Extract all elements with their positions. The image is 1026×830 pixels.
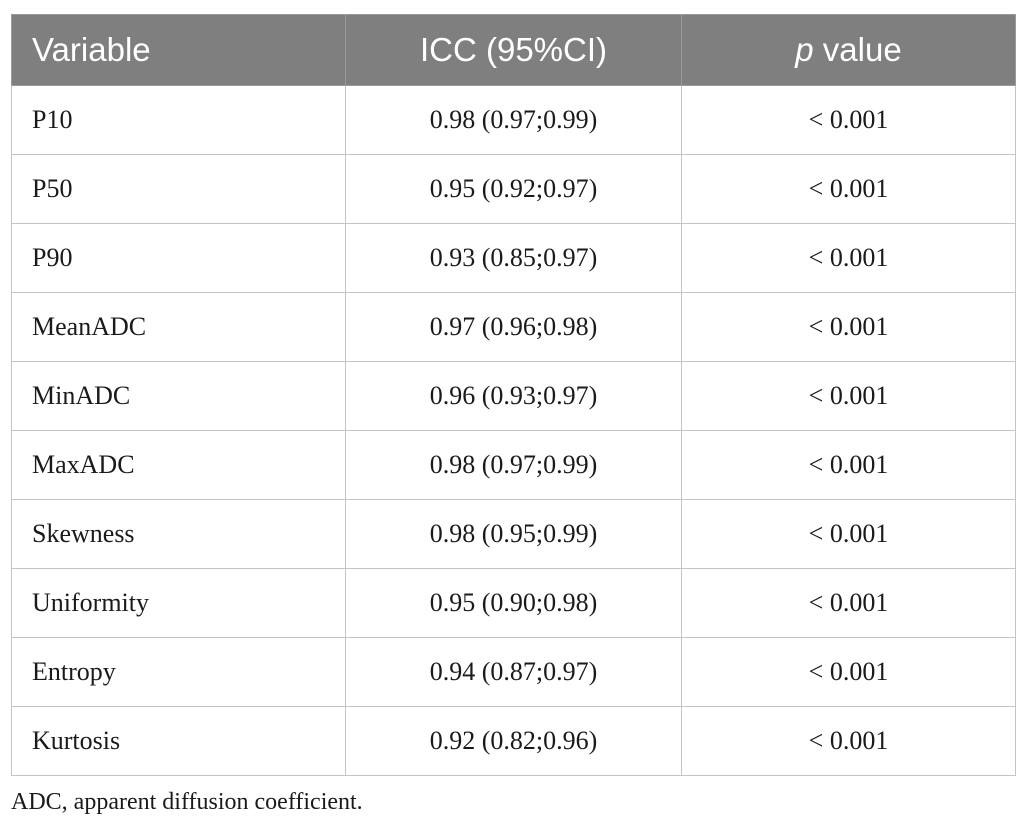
cell-p-value: < 0.001	[681, 154, 1016, 224]
cell-p-value: < 0.001	[681, 430, 1016, 500]
cell-variable: Skewness	[11, 499, 346, 569]
cell-variable: MaxADC	[11, 430, 346, 500]
cell-p-value: < 0.001	[681, 292, 1016, 362]
table-row: Uniformity 0.95 (0.90;0.98) < 0.001	[11, 568, 1016, 638]
cell-variable: Entropy	[11, 637, 346, 707]
table-body: P10 0.98 (0.97;0.99) < 0.001 P50 0.95 (0.92;…	[11, 85, 1016, 776]
icc-table: Variable ICC (95%CI) p value P10 0.98 (0.…	[11, 14, 1016, 776]
table-header: Variable ICC (95%CI) p value	[11, 14, 1016, 86]
cell-icc: 0.94 (0.87;0.97)	[345, 637, 682, 707]
cell-variable: P90	[11, 223, 346, 293]
table-footnote: ADC, apparent diffusion coefficient.	[11, 789, 363, 815]
cell-p-value: < 0.001	[681, 706, 1016, 776]
header-icc: ICC (95%CI)	[345, 14, 682, 86]
header-p-value: p value	[681, 14, 1016, 86]
table-row: P10 0.98 (0.97;0.99) < 0.001	[11, 85, 1016, 155]
cell-icc: 0.93 (0.85;0.97)	[345, 223, 682, 293]
header-p-italic: p	[795, 31, 814, 68]
cell-p-value: < 0.001	[681, 568, 1016, 638]
header-row: Variable ICC (95%CI) p value	[11, 14, 1016, 86]
table-row: MeanADC 0.97 (0.96;0.98) < 0.001	[11, 292, 1016, 362]
table-row: Kurtosis 0.92 (0.82;0.96) < 0.001	[11, 706, 1016, 776]
cell-variable: Uniformity	[11, 568, 346, 638]
table-row: P50 0.95 (0.92;0.97) < 0.001	[11, 154, 1016, 224]
table-row: MinADC 0.96 (0.93;0.97) < 0.001	[11, 361, 1016, 431]
cell-p-value: < 0.001	[681, 637, 1016, 707]
cell-icc: 0.95 (0.90;0.98)	[345, 568, 682, 638]
cell-icc: 0.95 (0.92;0.97)	[345, 154, 682, 224]
cell-p-value: < 0.001	[681, 85, 1016, 155]
table-row: Skewness 0.98 (0.95;0.99) < 0.001	[11, 499, 1016, 569]
cell-variable: P50	[11, 154, 346, 224]
cell-variable: Kurtosis	[11, 706, 346, 776]
table-row: P90 0.93 (0.85;0.97) < 0.001	[11, 223, 1016, 293]
cell-icc: 0.92 (0.82;0.96)	[345, 706, 682, 776]
table-row: Entropy 0.94 (0.87;0.97) < 0.001	[11, 637, 1016, 707]
cell-icc: 0.96 (0.93;0.97)	[345, 361, 682, 431]
table-row: MaxADC 0.98 (0.97;0.99) < 0.001	[11, 430, 1016, 500]
cell-icc: 0.98 (0.95;0.99)	[345, 499, 682, 569]
cell-icc: 0.98 (0.97;0.99)	[345, 430, 682, 500]
cell-variable: MeanADC	[11, 292, 346, 362]
cell-icc: 0.97 (0.96;0.98)	[345, 292, 682, 362]
icc-table-container: Variable ICC (95%CI) p value P10 0.98 (0.…	[11, 14, 1016, 776]
header-variable: Variable	[11, 14, 346, 86]
header-p-rest: value	[813, 31, 902, 68]
cell-icc: 0.98 (0.97;0.99)	[345, 85, 682, 155]
cell-p-value: < 0.001	[681, 223, 1016, 293]
cell-p-value: < 0.001	[681, 499, 1016, 569]
cell-variable: MinADC	[11, 361, 346, 431]
cell-p-value: < 0.001	[681, 361, 1016, 431]
cell-variable: P10	[11, 85, 346, 155]
